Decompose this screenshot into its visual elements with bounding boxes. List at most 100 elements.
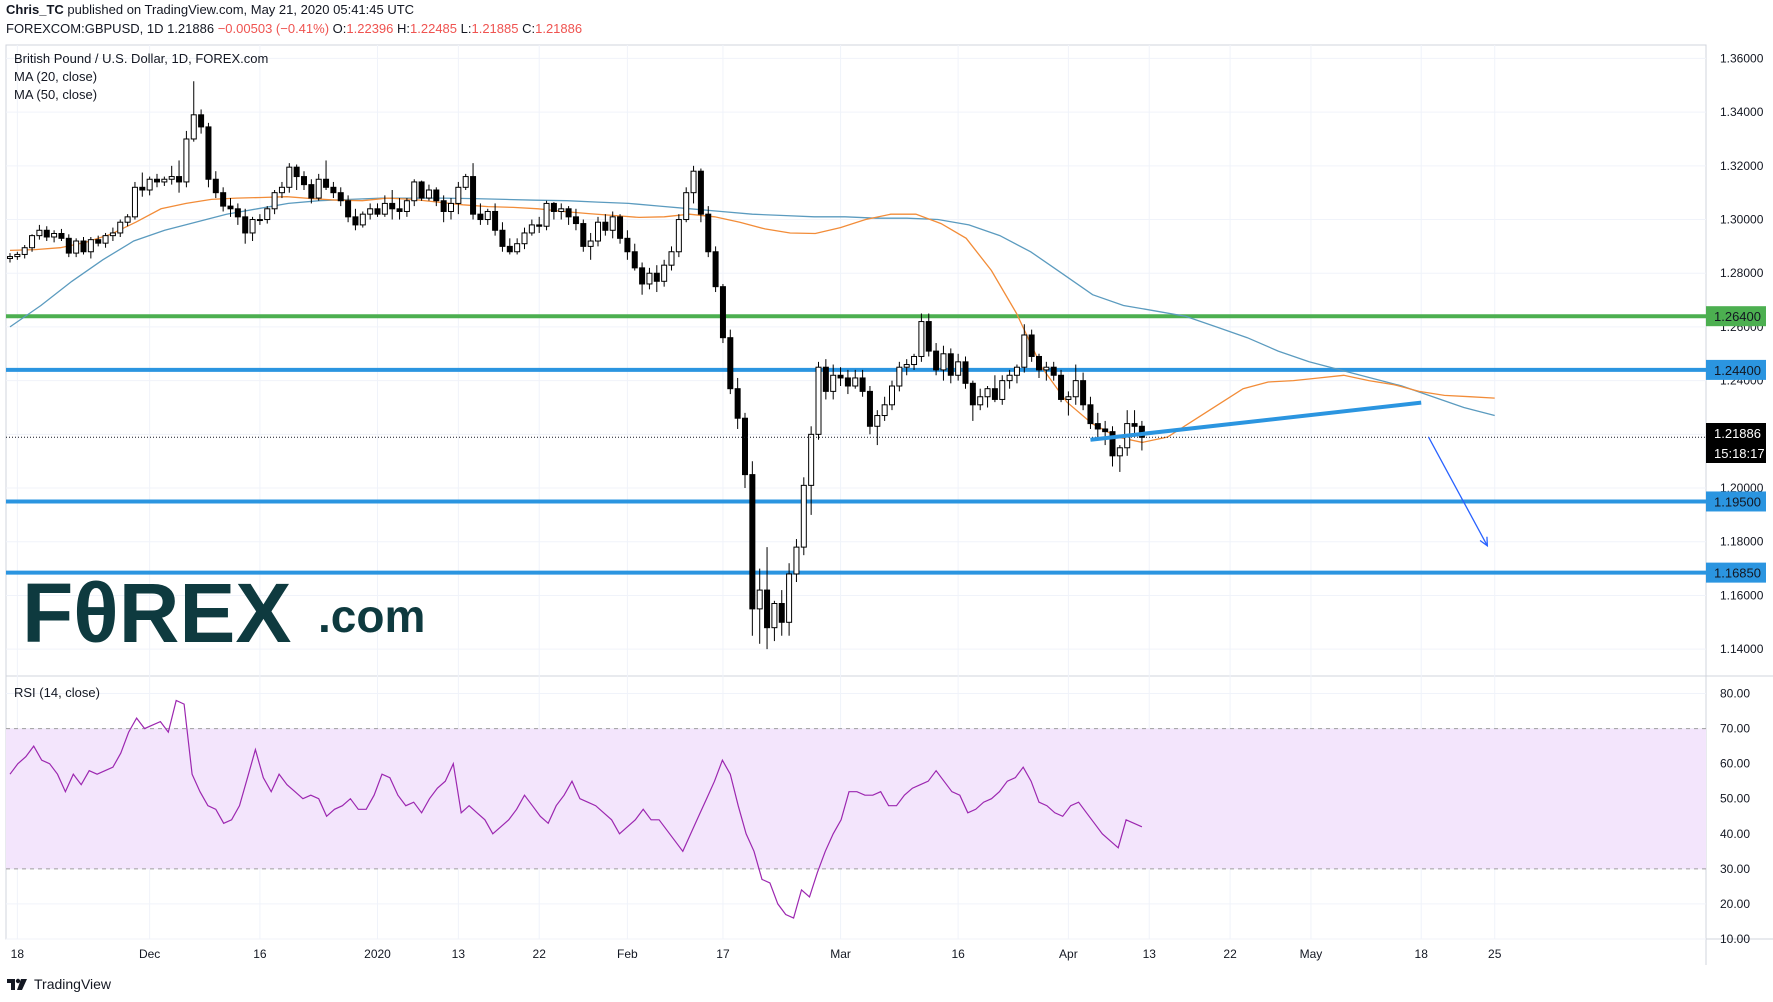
last-price: 1.21886 [167, 21, 215, 36]
candle [565, 208, 572, 218]
candle [859, 377, 866, 392]
candle [205, 126, 212, 180]
candle [462, 176, 469, 188]
candle [234, 208, 241, 218]
level-label-box [1706, 359, 1766, 380]
candle [293, 166, 300, 178]
candle [1058, 374, 1065, 400]
candle [536, 224, 543, 227]
level-label-text: 1.26400 [1714, 309, 1761, 324]
candle [7, 256, 13, 259]
rsi-tick-label: 20.00 [1720, 897, 1750, 911]
candle [786, 573, 793, 623]
candle [448, 202, 454, 212]
candle [249, 219, 256, 234]
candle [301, 176, 307, 186]
candle [198, 114, 205, 128]
candle [176, 176, 183, 183]
trendline[interactable] [1090, 400, 1422, 442]
candle [771, 603, 778, 629]
ohlc-bar: FOREXCOM:GBPUSD, 1D 1.21886 −0.00503 (−0… [6, 21, 582, 36]
candle [947, 353, 954, 376]
level-label-text: 1.19500 [1714, 494, 1761, 509]
forex-logo: FθREX .com [22, 566, 425, 660]
low-value: 1.21885 [471, 21, 519, 36]
candle [558, 208, 565, 212]
candle [36, 229, 43, 237]
candle [308, 184, 315, 199]
rsi-tick-label: 40.00 [1720, 827, 1750, 841]
candle [87, 239, 94, 253]
candle [264, 208, 271, 221]
time-tick-label: 22 [1223, 947, 1237, 961]
candle [609, 216, 616, 231]
rsi-tick-label: 80.00 [1720, 687, 1750, 701]
candle [286, 166, 293, 188]
candle [925, 321, 932, 352]
candle [352, 216, 359, 226]
candle [21, 247, 28, 255]
rsi-tick-label: 70.00 [1720, 722, 1750, 736]
candle [411, 181, 418, 202]
time-tick-label: Mar [830, 947, 851, 961]
high-value: 1.22485 [410, 21, 458, 36]
candle [381, 202, 388, 215]
candle [918, 321, 925, 357]
candle [800, 484, 807, 548]
time-tick-label: Dec [139, 947, 160, 961]
ma20-line [9, 196, 1495, 444]
candle [837, 374, 844, 379]
candle [793, 546, 800, 575]
candle [220, 192, 227, 207]
legend-ma20: MA (20, close) [14, 69, 97, 84]
candle [977, 396, 984, 406]
time-axis-ticks: 18 Dec 16 2020 13 22 Feb 17 Mar 16 Apr 13 22 May 18 25 [11, 947, 1502, 961]
candle [1043, 366, 1050, 371]
candle [1065, 396, 1072, 400]
candle [881, 404, 888, 417]
price-label-text: 1.21886 [1714, 426, 1761, 441]
candle [1087, 404, 1094, 425]
candle [969, 382, 976, 406]
candle [705, 213, 712, 253]
candle [822, 366, 829, 392]
candle [830, 374, 837, 392]
candle [418, 181, 425, 199]
candle [43, 229, 50, 238]
candle [572, 216, 579, 225]
price-tick-label: 1.18000 [1720, 535, 1764, 549]
logo-suffix: .com [318, 590, 425, 642]
candle [440, 200, 447, 212]
forecast-arrow[interactable] [1427, 436, 1489, 548]
low-label: L: [460, 21, 472, 36]
candle [602, 221, 609, 231]
candle [521, 232, 528, 245]
price-tick-label: 1.16000 [1720, 588, 1764, 602]
level-label-text: 1.16850 [1714, 566, 1761, 581]
candle [675, 219, 682, 253]
candles [7, 81, 1145, 650]
legend-ma50: MA (50, close) [14, 87, 97, 102]
footer-brand[interactable]: TradingView [34, 976, 112, 992]
candle [484, 210, 491, 221]
time-tick-label: 13 [452, 947, 466, 961]
candle [65, 237, 72, 254]
legend-rsi: RSI (14, close) [14, 685, 100, 700]
level-label-box [1706, 306, 1766, 327]
price-tick-label: 1.30000 [1720, 213, 1764, 227]
footer: TradingView [6, 976, 111, 992]
time-tick-label: May [1300, 947, 1323, 961]
candle [183, 138, 190, 183]
author-name[interactable]: Chris_TC [6, 2, 64, 17]
candle [492, 210, 499, 231]
candle [242, 216, 249, 234]
candle [190, 114, 197, 140]
candle [874, 415, 881, 427]
candle [403, 200, 410, 212]
candle [712, 251, 719, 288]
close-value: 1.21886 [535, 21, 583, 36]
candle [14, 253, 21, 258]
candle [455, 186, 462, 204]
level-label-text: 1.24400 [1714, 363, 1761, 378]
